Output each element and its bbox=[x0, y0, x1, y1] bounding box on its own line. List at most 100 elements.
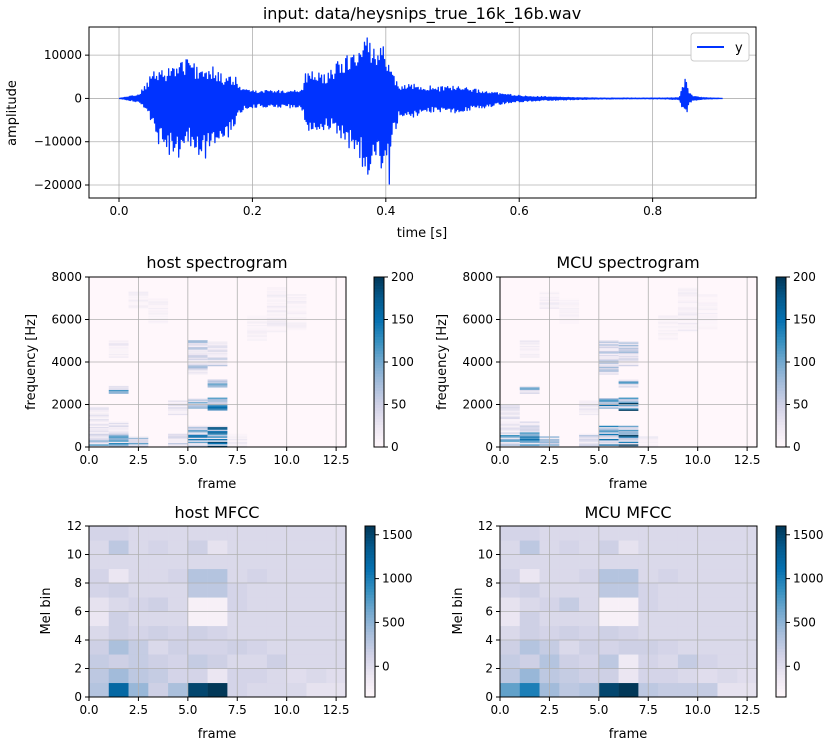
host-spectrogram-colorbar-swatch bbox=[374, 322, 384, 326]
mcu-spectrogram-cell bbox=[598, 362, 619, 365]
host-spectrogram-colorbar-tick-label: 50 bbox=[391, 398, 406, 412]
mcu-spectrogram-cell bbox=[618, 443, 639, 445]
mcu-spectrogram-cell bbox=[697, 319, 718, 321]
host-spectrogram-cell bbox=[89, 420, 109, 422]
mcu-spectrogram-cell bbox=[697, 299, 718, 301]
mcu-spectrogram-cell bbox=[598, 407, 619, 409]
mcu-spectrogram-cell bbox=[519, 441, 540, 444]
mcu-spectrogram-cell bbox=[500, 416, 520, 418]
host-spectrogram-colorbar-swatch bbox=[374, 387, 384, 391]
host-spectrogram-cell bbox=[286, 299, 307, 301]
host-spectrogram-colorbar-swatch bbox=[374, 390, 384, 394]
mcu-mfcc-colorbar-swatch bbox=[776, 645, 786, 650]
host-spectrogram-cell bbox=[148, 301, 169, 303]
host-mfcc-cell bbox=[306, 625, 327, 641]
host-mfcc-colorbar-tick-label: 1500 bbox=[382, 528, 413, 542]
host-mfcc-colorbar-swatch bbox=[365, 674, 375, 678]
host-mfcc-cell bbox=[286, 640, 307, 655]
mcu-spectrogram-cell bbox=[500, 409, 520, 411]
mcu-spectrogram-cell bbox=[677, 320, 698, 322]
host-spectrogram-cell bbox=[207, 443, 228, 445]
host-mfcc-colorbar-swatch bbox=[365, 577, 375, 581]
host-mfcc-y-tick-label: 6 bbox=[74, 605, 82, 619]
host-spectrogram-cell bbox=[108, 445, 129, 447]
mcu-mfcc-colorbar-swatch bbox=[776, 585, 786, 590]
host-spectrogram-cell bbox=[266, 325, 287, 327]
waveform-plot-area: 0.0 0.2 0.4 0.6 0.8 −20000 −10000 0 10000 bbox=[34, 26, 757, 218]
host-spectrogram-cell bbox=[108, 435, 129, 437]
mcu-spectrogram-colorbar-swatch bbox=[776, 415, 786, 420]
mcu-mfcc-cell bbox=[598, 611, 619, 627]
host-mfcc-colorbar-tick-label: 1000 bbox=[382, 572, 413, 586]
mcu-mfcc-cell bbox=[658, 554, 679, 570]
mcu-spectrogram-cell bbox=[500, 433, 520, 436]
host-spectrogram-colorbar-swatch bbox=[374, 319, 384, 323]
mcu-mfcc-colorbar-swatch bbox=[776, 674, 786, 678]
mcu-mfcc-colorbar-swatch bbox=[776, 682, 786, 687]
host-spectrogram-cell bbox=[187, 348, 208, 350]
host-mfcc-colorbar-swatch bbox=[365, 677, 375, 681]
host-spectrogram-y-tick-label: 4000 bbox=[51, 355, 82, 369]
host-spectrogram-cell bbox=[247, 338, 267, 340]
host-mfcc-y-tick-label: 4 bbox=[74, 633, 82, 647]
host-spectrogram-cell bbox=[89, 412, 109, 414]
host-spectrogram-cell bbox=[266, 288, 287, 290]
host-mfcc-cell bbox=[148, 568, 169, 584]
mcu-spectrogram-cell bbox=[598, 350, 619, 353]
host-spectrogram-cell bbox=[108, 422, 129, 425]
host-spectrogram-cell bbox=[207, 435, 228, 437]
host-spectrogram-cell bbox=[89, 440, 109, 442]
mcu-spectrogram-colorbar-swatch bbox=[776, 305, 786, 309]
host-spectrogram-cell bbox=[266, 311, 287, 313]
host-spectrogram-plot-area: 0.0 2.5 5.0 7.5 10.0 12.5 0 2000 4000 6000 8000 0 50… bbox=[51, 270, 413, 467]
host-mfcc-colorbar-swatch bbox=[365, 583, 375, 587]
host-spectrogram-cell bbox=[187, 441, 208, 444]
host-spectrogram-cell bbox=[286, 307, 307, 309]
host-mfcc-colorbar-swatch bbox=[365, 659, 375, 664]
host-spectrogram-cell bbox=[108, 428, 129, 430]
mcu-mfcc-cell bbox=[598, 554, 619, 570]
mcu-mfcc-title: MCU MFCC bbox=[584, 503, 671, 522]
host-spectrogram-colorbar-swatch bbox=[374, 362, 384, 366]
host-spectrogram-cell bbox=[108, 437, 129, 440]
mcu-spectrogram-cell bbox=[519, 392, 540, 394]
mcu-mfcc-colorbar-swatch bbox=[776, 548, 786, 553]
mcu-mfcc-colorbar-swatch bbox=[776, 648, 786, 652]
host-mfcc-colorbar-swatch bbox=[365, 685, 375, 689]
mcu-spectrogram-cell bbox=[559, 313, 580, 315]
host-spectrogram-cell bbox=[89, 425, 109, 427]
host-mfcc-cell bbox=[266, 526, 287, 541]
host-spectrogram-cell bbox=[286, 304, 307, 307]
mcu-mfcc-xlabel: frame bbox=[609, 727, 648, 742]
host-spectrogram-colorbar-swatch bbox=[374, 313, 384, 318]
host-mfcc-cell bbox=[168, 540, 189, 555]
mcu-mfcc-colorbar-swatch bbox=[776, 571, 786, 575]
mcu-spectrogram-cell bbox=[598, 441, 619, 444]
host-spectrogram-cell bbox=[187, 433, 208, 436]
mcu-spectrogram-colorbar-swatch bbox=[776, 342, 786, 346]
host-mfcc-x-tick-label: 2.5 bbox=[129, 703, 148, 717]
host-mfcc-cell bbox=[108, 625, 129, 641]
mcu-mfcc-cell bbox=[559, 554, 580, 570]
mcu-spectrogram-cell bbox=[618, 405, 639, 407]
mcu-spectrogram-panel: 0.0 2.5 5.0 7.5 10.0 12.5 0 2000 4000 6000 8000 0 50… bbox=[435, 253, 816, 492]
mcu-spectrogram-cell bbox=[500, 444, 520, 446]
host-spectrogram-cell bbox=[207, 440, 228, 442]
host-mfcc-colorbar-swatch bbox=[365, 634, 375, 638]
mcu-mfcc-y-tick-label: 10 bbox=[478, 548, 493, 562]
host-mfcc-colorbar-swatch bbox=[365, 548, 375, 553]
host-mfcc-cell bbox=[247, 640, 268, 655]
waveform-y-tick-label: −20000 bbox=[34, 178, 82, 192]
mcu-spectrogram-cell bbox=[500, 413, 520, 415]
host-mfcc-y-tick-label: 10 bbox=[67, 548, 82, 562]
host-spectrogram-cell bbox=[108, 391, 129, 393]
mcu-spectrogram-cell bbox=[579, 440, 599, 442]
mcu-mfcc-cell bbox=[618, 668, 639, 684]
mcu-mfcc-colorbar-swatch bbox=[776, 637, 786, 641]
host-spectrogram-cell bbox=[187, 365, 208, 367]
mcu-mfcc-cell bbox=[559, 682, 580, 698]
host-spectrogram-cell bbox=[89, 429, 109, 431]
mcu-spectrogram-cell bbox=[598, 428, 619, 430]
host-mfcc-colorbar-swatch bbox=[365, 620, 375, 624]
mcu-mfcc-colorbar-swatch bbox=[776, 594, 786, 598]
